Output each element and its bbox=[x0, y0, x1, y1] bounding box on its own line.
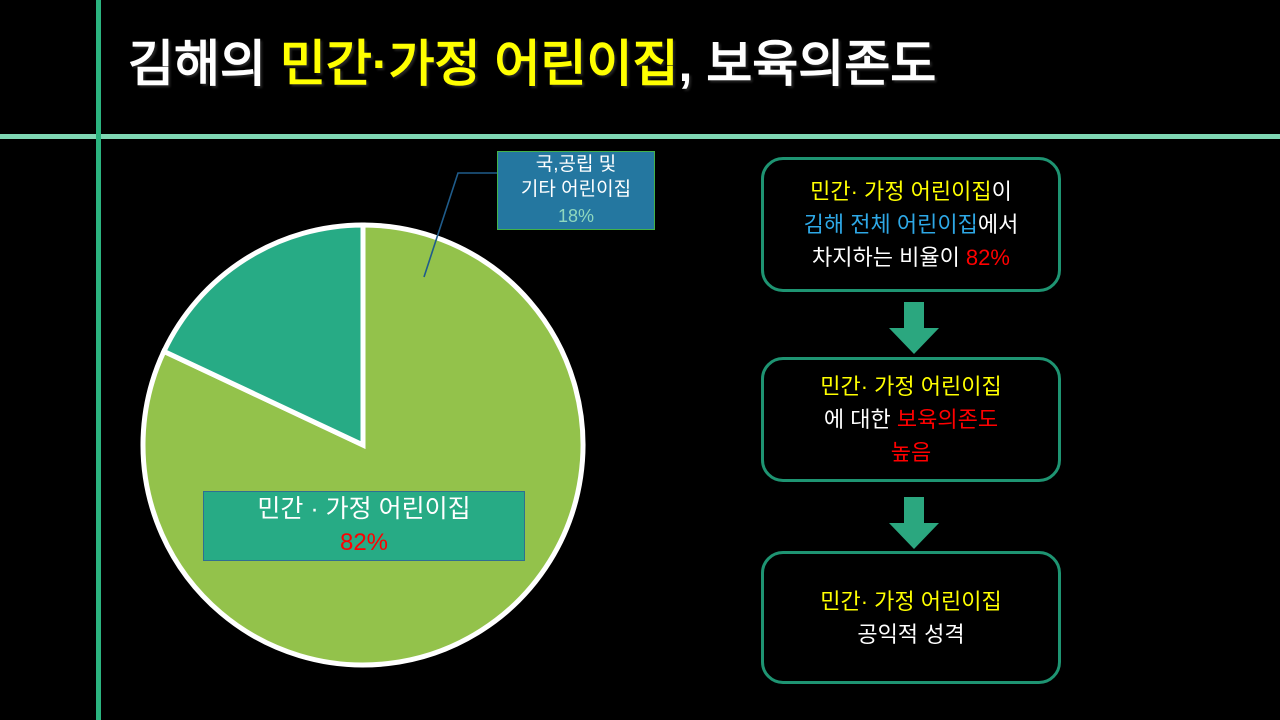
flow-text-run: 민간· 가정 어린이집 bbox=[820, 588, 1002, 614]
pie-label-public-percent: 18% bbox=[557, 206, 595, 226]
flow-line: 높음 bbox=[891, 436, 931, 469]
pie-label-private-daycare: 민간 · 가정 어린이집 82% bbox=[203, 491, 525, 561]
title-part-2: 민간·가정 어린이집 bbox=[279, 36, 679, 92]
pie-label-public-line1: 국,공립 및 bbox=[535, 154, 617, 175]
flow-text-run: 김해 전체 어린이집 bbox=[803, 212, 978, 237]
pie-label-private-percent: 82% bbox=[339, 529, 389, 556]
pie-label-public-daycare: 국,공립 및 기타 어린이집 18% bbox=[497, 151, 655, 230]
flow-text-run: 민간· 가정 어린이집 bbox=[810, 179, 992, 204]
flow-box-ratio: 민간· 가정 어린이집이 김해 전체 어린이집에서 차지하는 비율이 82% bbox=[761, 157, 1061, 292]
flow-text-run: 에서 bbox=[977, 212, 1019, 237]
flow-line: 차지하는 비율이 82% bbox=[812, 241, 1010, 274]
pie-chart-svg bbox=[140, 222, 586, 668]
flow-line: 민간· 가정 어린이집이 bbox=[810, 175, 1012, 208]
pie-slice bbox=[160, 222, 366, 449]
down-arrow-icon bbox=[889, 497, 939, 549]
flow-text-run: 높음 bbox=[890, 440, 932, 465]
pie-chart bbox=[140, 222, 586, 668]
page-title: 김해의 민간·가정 어린이집, 보육의존도 bbox=[128, 33, 1228, 95]
title-part-1: 김해의 bbox=[128, 36, 280, 92]
flow-text-run: 이 bbox=[991, 179, 1012, 204]
flow-line: 민간· 가정 어린이집 bbox=[820, 585, 1001, 618]
left-vertical-accent-line bbox=[96, 0, 101, 720]
flow-text-run: 공익적 성격 bbox=[857, 621, 965, 647]
flow-line: 에 대한 보육의존도 bbox=[824, 403, 998, 436]
flow-text-run: 차지하는 비율이 bbox=[812, 245, 966, 270]
header-divider-line bbox=[0, 134, 1280, 139]
title-part-3: , 보육의존도 bbox=[678, 36, 937, 92]
flow-text-run: 민간· 가정 어린이집 bbox=[820, 374, 1002, 399]
flow-line: 공익적 성격 bbox=[857, 618, 964, 651]
down-arrow-icon bbox=[889, 302, 939, 354]
flow-text-run: 82% bbox=[965, 245, 1010, 270]
flow-line: 김해 전체 어린이집에서 bbox=[804, 208, 1019, 241]
flow-text-run: 보육의존도 bbox=[896, 407, 999, 432]
pie-label-private-name: 민간 · 가정 어린이집 bbox=[257, 495, 471, 523]
flow-text-run: 에 대한 bbox=[823, 407, 897, 432]
flow-line: 민간· 가정 어린이집 bbox=[820, 370, 1001, 403]
pie-label-public-line2: 기타 어린이집 bbox=[520, 179, 632, 200]
